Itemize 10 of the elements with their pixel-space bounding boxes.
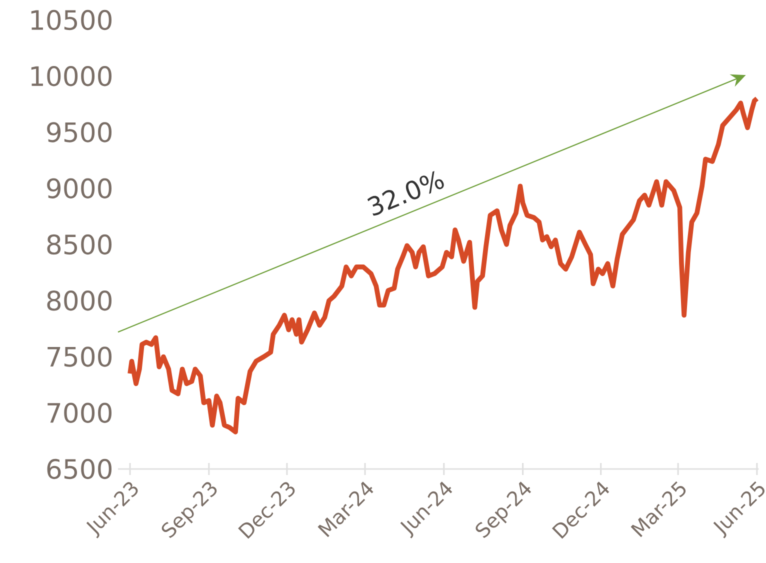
y-tick-label: 8500 [47, 234, 112, 255]
y-tick-label: 10500 [31, 10, 112, 30]
y-tick-label: 8000 [47, 290, 112, 311]
y-tick-label: 6500 [47, 458, 112, 480]
y-tick-label: 9000 [47, 178, 112, 198]
y-tick-label: 7000 [48, 402, 112, 423]
y-tick-label: 10000 [31, 66, 112, 86]
line-series [128, 96, 760, 434]
y-tick-label: 9500 [47, 122, 112, 142]
y-tick-label: 7500 [48, 346, 112, 367]
